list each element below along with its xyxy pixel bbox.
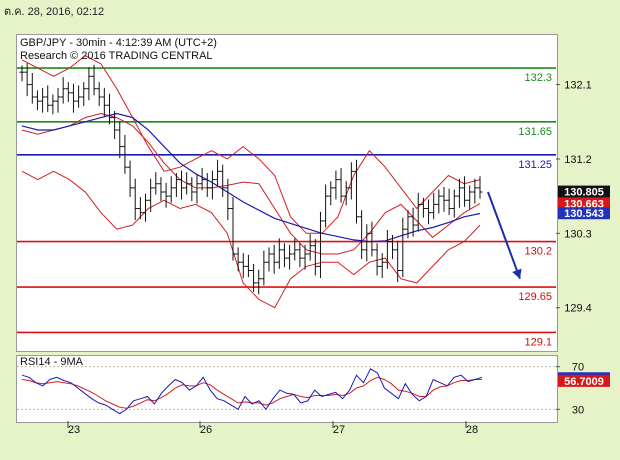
rsi-line: [21, 368, 483, 415]
rsi-value-tag-label: 56.7009: [564, 376, 604, 388]
forecast-arrow-shaft: [487, 191, 521, 280]
x-tick-label: 27: [333, 424, 345, 436]
price-chart-panel: [16, 34, 558, 352]
price-tag: [558, 197, 610, 210]
bollinger-lower-line: [21, 170, 481, 309]
y-tick-label: 132.1: [564, 80, 592, 92]
level-label: 129.1: [524, 336, 552, 348]
forecast-arrow-head: [512, 268, 522, 279]
price-tag-label: 130.805: [564, 187, 604, 199]
price-tag: [558, 185, 610, 198]
rsi-value-tag: [558, 374, 610, 387]
moving-average-red-line: [21, 112, 481, 255]
rsi-ma-line: [21, 376, 482, 409]
y-tick-label: 130.3: [564, 228, 592, 240]
price-tag-label: 130.543: [564, 208, 604, 220]
rsi-tick-label: 30: [572, 404, 584, 416]
chart-subtitle: Research © 2016 TRADING CENTRAL: [20, 50, 213, 62]
y-tick-label: 129.4: [564, 303, 592, 315]
top-datetime: ต.ค. 28, 2016, 02:12: [4, 6, 105, 18]
y-tick-label: 131.2: [564, 154, 592, 166]
level-label: 131.25: [518, 159, 552, 171]
x-tick-label: 28: [466, 424, 478, 436]
level-label: 131.65: [518, 126, 552, 138]
level-label: 130.2: [524, 246, 552, 258]
level-label: 129.65: [518, 291, 552, 303]
chart-title: GBP/JPY - 30min - 4:12:39 AM (UTC+2): [20, 37, 217, 49]
rsi-tick-label: 70: [572, 362, 584, 374]
bollinger-upper-line: [21, 55, 481, 234]
x-tick-label: 23: [68, 424, 80, 436]
rsi-title: RSI14 - 9MA: [20, 356, 83, 368]
price-tag: [558, 207, 610, 220]
x-tick-label: 26: [200, 424, 212, 436]
level-label: 132.3: [524, 72, 552, 84]
moving-average-blue-line: [21, 112, 481, 243]
